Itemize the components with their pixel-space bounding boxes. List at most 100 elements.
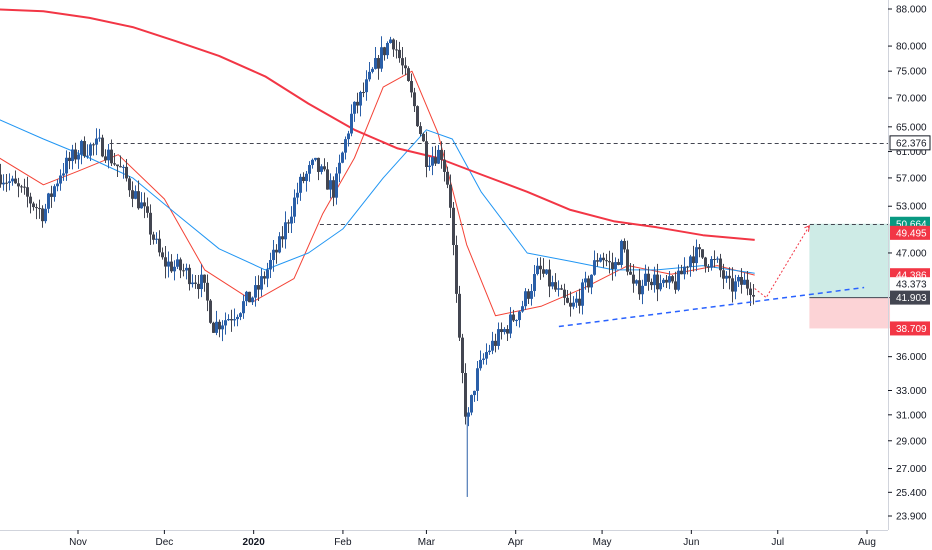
candle-body xyxy=(71,149,74,162)
y-tick-label: 80.000 xyxy=(896,42,927,53)
candle-body xyxy=(494,340,497,346)
position-tool[interactable] xyxy=(809,223,891,329)
candle-body xyxy=(590,274,593,288)
candle-body xyxy=(155,238,158,240)
candle-body xyxy=(269,260,272,270)
candle-body xyxy=(704,257,707,267)
candle-body xyxy=(371,68,374,72)
candle-body xyxy=(488,350,491,353)
candle-body xyxy=(422,133,425,142)
candle-body xyxy=(383,47,386,56)
candle-body xyxy=(587,278,590,288)
candle-body xyxy=(716,258,719,260)
candle-body xyxy=(290,216,293,224)
candle-body xyxy=(689,256,692,267)
candle-body xyxy=(410,80,413,93)
y-tick-label: 31.000 xyxy=(896,410,927,421)
candle-body xyxy=(419,126,422,134)
x-tick-label: Jul xyxy=(771,537,784,548)
candles[interactable] xyxy=(0,36,755,497)
candle-body xyxy=(392,39,395,50)
x-tick-label: May xyxy=(593,537,612,548)
projection-line xyxy=(754,225,810,299)
candle-body xyxy=(17,183,20,187)
y-tick-label: 88.000 xyxy=(896,5,927,16)
candle-body xyxy=(203,274,206,283)
moving-averages xyxy=(0,8,755,317)
candle-body xyxy=(74,149,77,160)
candle-body xyxy=(14,178,17,184)
candle-body xyxy=(215,321,218,333)
candle-body xyxy=(668,276,671,283)
candle-body xyxy=(368,71,371,80)
candle-body xyxy=(563,289,566,298)
candle-body xyxy=(398,49,401,59)
candle-body xyxy=(560,288,563,290)
candle-body xyxy=(545,269,548,274)
candle-body xyxy=(296,192,299,198)
candle-body xyxy=(104,156,107,161)
candle-body xyxy=(722,270,725,279)
candle-body xyxy=(629,271,632,275)
price-badge-label: 62.376 xyxy=(896,138,927,149)
candle-body xyxy=(479,359,482,369)
candle-body xyxy=(293,197,296,217)
candle-body xyxy=(356,101,359,106)
candle-body xyxy=(647,273,650,282)
price-badge-label: 50.664 xyxy=(896,219,927,230)
candle-body xyxy=(335,173,338,198)
candle-body xyxy=(671,276,674,282)
candle-body xyxy=(518,311,521,321)
candle-body xyxy=(395,49,398,51)
candle-body xyxy=(353,101,356,114)
candle-body xyxy=(209,300,212,323)
candle-body xyxy=(128,178,131,191)
candle-body xyxy=(173,266,176,272)
candle-body xyxy=(749,288,752,295)
candle-body xyxy=(659,283,662,290)
candle-body xyxy=(557,288,560,290)
candle-body xyxy=(230,319,233,321)
candle-body xyxy=(497,329,500,346)
price-badge-label: 43.373 xyxy=(896,280,927,291)
time-axis[interactable]: Nov Dec 2020 Feb Mar Apr May Jun Jul Aug xyxy=(69,530,876,548)
y-tick-label: 36.000 xyxy=(896,352,927,363)
x-tick-label: Aug xyxy=(858,537,876,548)
candle-body xyxy=(650,281,653,286)
candle-body xyxy=(575,298,578,303)
candle-body xyxy=(275,249,278,253)
candle-body xyxy=(266,269,269,279)
candle-body xyxy=(536,265,539,275)
candle-body xyxy=(599,257,602,262)
candle-body xyxy=(746,279,749,289)
candle-body xyxy=(437,149,440,164)
candle-body xyxy=(365,79,368,93)
trendline[interactable] xyxy=(558,286,865,328)
candle-body xyxy=(164,257,167,267)
candle-body xyxy=(500,329,503,333)
candle-body xyxy=(674,281,677,290)
x-tick-label: Apr xyxy=(508,537,524,548)
candle-body xyxy=(578,298,581,306)
x-tick-label: 2020 xyxy=(243,537,266,548)
candle-body xyxy=(329,180,332,190)
y-tick-label: 29.000 xyxy=(896,436,927,447)
price-badge xyxy=(890,277,930,292)
candle-body xyxy=(443,159,446,172)
candle-body xyxy=(332,180,335,198)
candle-body xyxy=(284,222,287,240)
candle-body xyxy=(725,275,728,279)
support-trendline xyxy=(558,286,865,328)
candle-body xyxy=(386,43,389,56)
projection-path xyxy=(754,224,811,299)
candle-body xyxy=(77,154,80,160)
y-tick-label: 75.000 xyxy=(896,67,927,78)
candle-body xyxy=(698,247,701,250)
candle-body xyxy=(221,325,224,330)
price-axis[interactable]: 88.000 80.000 75.000 70.000 65.000 61.000 57.0… xyxy=(888,5,927,523)
y-tick-label: 53.000 xyxy=(896,202,927,213)
candle-body xyxy=(611,262,614,269)
candle-body xyxy=(452,207,455,246)
candle-body xyxy=(506,329,509,334)
